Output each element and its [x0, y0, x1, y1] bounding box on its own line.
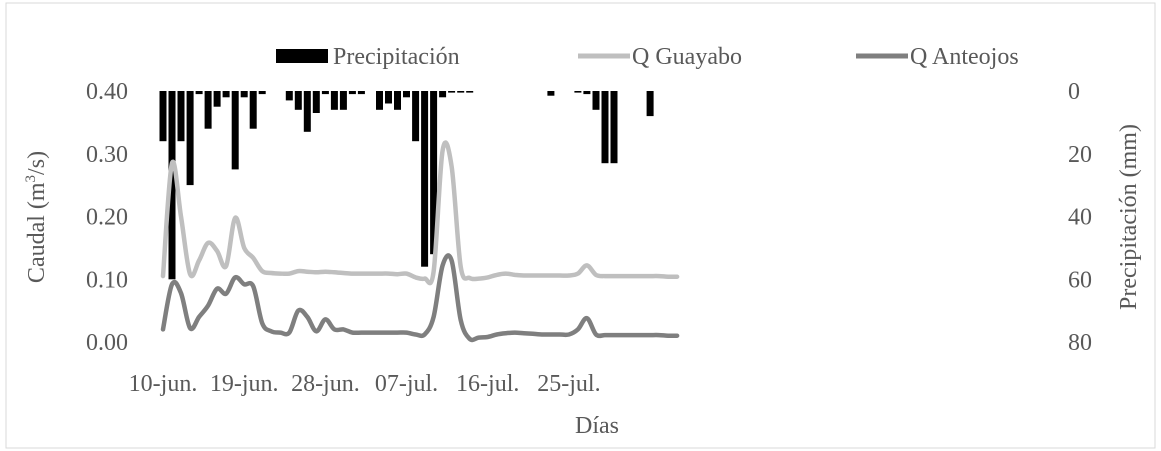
legend-label-q-guayabo: Q Guayabo: [632, 44, 742, 70]
left-tick-label: 0.00: [86, 330, 128, 356]
precip-bar: [321, 91, 329, 95]
x-tick-label: 25-jul.: [537, 371, 600, 397]
precip-bar: [421, 91, 429, 267]
precip-bar: [159, 91, 167, 142]
precip-bar: [448, 91, 456, 93]
legend: Precipitación Q Guayabo Q Anteojos: [276, 44, 1019, 70]
x-tick-label: 07-jul.: [375, 371, 438, 397]
x-tick-label: 10-jun.: [129, 371, 198, 397]
precip-bar: [294, 91, 302, 110]
precip-bar: [249, 91, 257, 129]
precip-bar: [430, 91, 438, 255]
precip-bar: [204, 91, 212, 129]
left-axis-title-superscript: 3: [23, 175, 39, 183]
series-line-q-guayabo: [160, 140, 680, 286]
left-axis-title: Caudal (m3/s): [23, 151, 50, 283]
precip-bar: [394, 91, 401, 110]
precip-bar: [385, 91, 392, 104]
precip-bar: [222, 91, 230, 98]
right-tick-label: 80: [1068, 330, 1092, 356]
left-tick-label: 0.40: [86, 79, 128, 105]
precip-bar: [601, 91, 609, 164]
x-tick-label: 28-jun.: [291, 371, 360, 397]
precip-bar: [592, 91, 600, 110]
precip-bar: [357, 91, 365, 95]
left-axis: 0.00 0.10 0.20 0.30 0.40: [86, 79, 128, 356]
legend-label-precipitacion: Precipitación: [333, 44, 460, 70]
precip-bar: [240, 91, 248, 98]
right-axis-title: Precipitación (mm): [1116, 124, 1142, 310]
precip-bar: [412, 91, 420, 142]
right-tick-label: 40: [1068, 205, 1092, 231]
precip-bar: [186, 91, 194, 186]
left-axis-title-text: Caudal (m: [24, 182, 50, 283]
flow-series: [160, 140, 680, 343]
left-axis-title-unit: /s): [24, 151, 50, 175]
precip-bar: [285, 91, 293, 101]
precip-bar: [330, 91, 338, 110]
precip-bar: [547, 91, 555, 96]
legend-label-q-anteojos: Q Anteojos: [910, 44, 1019, 70]
precip-bar: [195, 91, 203, 95]
series-line-q-anteojos: [160, 253, 680, 343]
precip-bar: [403, 91, 410, 98]
precip-bar: [439, 91, 447, 98]
precip-bar: [177, 91, 185, 142]
precip-bar: [583, 91, 591, 95]
precip-bar: [168, 91, 176, 280]
precip-bar: [610, 91, 618, 164]
left-tick-label: 0.10: [86, 267, 128, 293]
chart-border: [5, 2, 1156, 449]
precip-bar: [312, 91, 320, 113]
precipitation-bars: [159, 91, 654, 280]
precip-bar: [574, 91, 582, 93]
legend-swatch-precipitacion: [276, 49, 328, 63]
precip-bar: [213, 91, 221, 107]
precip-bar: [376, 91, 383, 110]
precip-bar: [339, 91, 347, 110]
precip-bar: [348, 91, 356, 95]
left-tick-label: 0.20: [86, 205, 128, 231]
left-tick-label: 0.30: [86, 142, 128, 168]
x-axis: 10-jun. 19-jun. 28-jun. 07-jul. 16-jul. 25-ju…: [129, 371, 601, 397]
right-axis: 0 20 40 60 80: [1068, 79, 1092, 356]
precip-bar: [466, 91, 474, 93]
precip-bar: [258, 91, 266, 95]
precip-bar: [231, 91, 239, 170]
right-tick-label: 60: [1068, 267, 1092, 293]
precip-bar: [303, 91, 311, 132]
right-tick-label: 20: [1068, 142, 1092, 168]
x-tick-label: 19-jun.: [210, 371, 279, 397]
x-tick-label: 16-jul.: [456, 371, 519, 397]
x-axis-title: Días: [575, 413, 619, 439]
precip-bar: [457, 91, 465, 93]
right-tick-label: 0: [1068, 79, 1080, 105]
precip-bar: [646, 91, 654, 117]
